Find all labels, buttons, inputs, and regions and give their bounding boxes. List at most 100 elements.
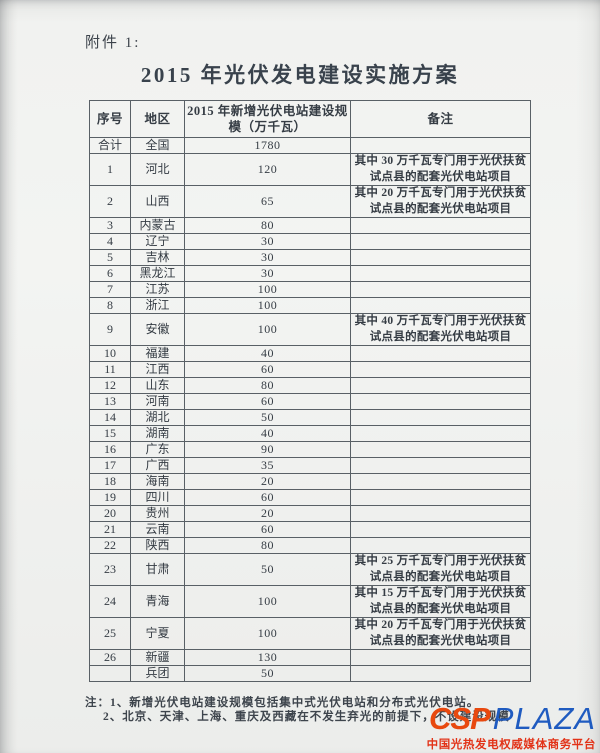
cell-remark: 其中 20 万千瓦专门用于光伏扶贫试点县的配套光伏电站项目: [350, 617, 531, 651]
cell-capacity: 80: [184, 537, 351, 555]
cell-region: 宁夏: [130, 617, 185, 651]
cell-capacity: 50: [184, 665, 351, 683]
cell-region: 陕西: [130, 537, 185, 555]
logo-csp-text: CSP: [429, 701, 491, 736]
table-row: 16 广东 90: [89, 441, 531, 459]
table-row: 3 内蒙古 80: [89, 217, 531, 235]
cell-remark: [350, 297, 531, 315]
cell-capacity: 100: [184, 313, 351, 347]
cell-capacity: 20: [184, 473, 351, 491]
cell-capacity: 60: [184, 489, 351, 507]
table-row: 13 河南 60: [89, 393, 531, 411]
table-row: 兵团 50: [89, 665, 531, 683]
cell-region: 湖北: [130, 409, 185, 427]
cell-no: 3: [89, 217, 131, 235]
table-row: 23 甘肃 50 其中 25 万千瓦专门用于光伏扶贫试点县的配套光伏电站项目: [89, 553, 531, 587]
cell-capacity: 90: [184, 441, 351, 459]
table-row: 7 江苏 100: [89, 281, 531, 299]
table-row: 18 海南 20: [89, 473, 531, 491]
cell-remark: [350, 265, 531, 283]
cell-capacity: 1780: [184, 137, 351, 154]
table-row: 12 山东 80: [89, 377, 531, 395]
cell-remark: 其中 30 万千瓦专门用于光伏扶贫试点县的配套光伏电站项目: [350, 152, 531, 187]
cell-region: 四川: [130, 489, 185, 507]
cell-no: 12: [89, 377, 131, 395]
header-capacity: 2015 年新增光伏电站建设规模（万千瓦）: [184, 100, 351, 138]
cell-region: 河北: [130, 152, 185, 187]
table-row: 20 贵州 20: [89, 505, 531, 523]
cell-remark: [350, 409, 531, 427]
table-row: 9 安徽 100 其中 40 万千瓦专门用于光伏扶贫试点县的配套光伏电站项目: [89, 313, 531, 347]
cell-region: 福建: [130, 345, 185, 363]
cell-capacity: 60: [184, 361, 351, 379]
cell-no: 15: [89, 425, 131, 443]
note-line-2: 2、北京、天津、上海、重庆及西藏在不发生弃光的前提下，不设建设规模: [103, 711, 510, 724]
logo-wordmark: CSP PLAZA: [427, 703, 596, 734]
cell-remark: [350, 361, 531, 379]
cell-region: 兵团: [130, 665, 185, 683]
cell-remark: 其中 20 万千瓦专门用于光伏扶贫试点县的配套光伏电站项目: [350, 185, 531, 219]
cell-capacity: 30: [184, 265, 351, 283]
cell-no: 2: [89, 185, 131, 219]
cell-remark: [350, 281, 531, 299]
note-line-1: 注：1、新增光伏电站建设规模包括集中式光伏电站和分布式光伏电站。: [85, 697, 480, 709]
cell-region: 新疆: [130, 649, 185, 667]
table-row: 24 青海 100 其中 15 万千瓦专门用于光伏扶贫试点县的配套光伏电站项目: [89, 585, 531, 619]
cell-region: 全国: [130, 137, 185, 154]
cell-remark: [350, 425, 531, 443]
cell-region: 内蒙古: [130, 217, 185, 235]
cell-region: 湖南: [130, 425, 185, 443]
cell-remark: [350, 233, 531, 251]
cell-remark: [350, 537, 531, 555]
cell-region: 江西: [130, 361, 185, 379]
cell-no: [89, 665, 131, 683]
cell-remark: [350, 377, 531, 395]
cell-region: 贵州: [130, 505, 185, 523]
table-row: 1 河北 120 其中 30 万千瓦专门用于光伏扶贫试点县的配套光伏电站项目: [89, 152, 531, 187]
cell-no: 19: [89, 489, 131, 507]
cell-no: 6: [89, 265, 131, 283]
cell-no: 4: [89, 233, 131, 251]
cell-capacity: 35: [184, 457, 351, 475]
cell-region: 云南: [130, 521, 185, 539]
cell-region: 山东: [130, 377, 185, 395]
cell-no: 22: [89, 537, 131, 555]
cell-region: 广东: [130, 441, 185, 459]
cell-no: 14: [89, 409, 131, 427]
cell-region: 青海: [130, 585, 185, 619]
pv-plan-table: 序号 地区 2015 年新增光伏电站建设规模（万千瓦） 备注 合计 全国 1780 1…: [89, 100, 531, 683]
cell-no: 9: [89, 313, 131, 347]
cell-capacity: 60: [184, 521, 351, 539]
cell-no: 7: [89, 281, 131, 299]
cell-no: 25: [89, 617, 131, 651]
cell-no: 17: [89, 457, 131, 475]
cell-remark: [350, 393, 531, 411]
cell-remark: [350, 505, 531, 523]
header-remark: 备注: [350, 100, 531, 138]
cell-region: 江苏: [130, 281, 185, 299]
table-row: 15 湖南 40: [89, 425, 531, 443]
table-row: 19 四川 60: [89, 489, 531, 507]
table-row: 6 黑龙江 30: [89, 265, 531, 283]
table-row: 2 山西 65 其中 20 万千瓦专门用于光伏扶贫试点县的配套光伏电站项目: [89, 185, 531, 219]
cell-capacity: 100: [184, 297, 351, 315]
table-row: 5 吉林 30: [89, 249, 531, 267]
cell-no: 16: [89, 441, 131, 459]
table-row: 10 福建 40: [89, 345, 531, 363]
attachment-label: 附件 1:: [85, 35, 141, 51]
cell-capacity: 40: [184, 345, 351, 363]
table-row: 26 新疆 130: [89, 649, 531, 667]
cell-region: 河南: [130, 393, 185, 411]
table-row: 21 云南 60: [89, 521, 531, 539]
cell-capacity: 50: [184, 553, 351, 587]
cell-capacity: 50: [184, 409, 351, 427]
notes-block: 注：1、新增光伏电站建设规模包括集中式光伏电站和分布式光伏电站。 2、北京、天津…: [85, 696, 510, 725]
table-row: 4 辽宁 30: [89, 233, 531, 251]
cell-no: 5: [89, 249, 131, 267]
cell-remark: [350, 649, 531, 667]
cell-capacity: 65: [184, 185, 351, 219]
table-row: 8 浙江 100: [89, 297, 531, 315]
csp-plaza-logo: CSP PLAZA 中国光热发电权威媒体商务平台: [427, 703, 596, 752]
cell-no: 10: [89, 345, 131, 363]
